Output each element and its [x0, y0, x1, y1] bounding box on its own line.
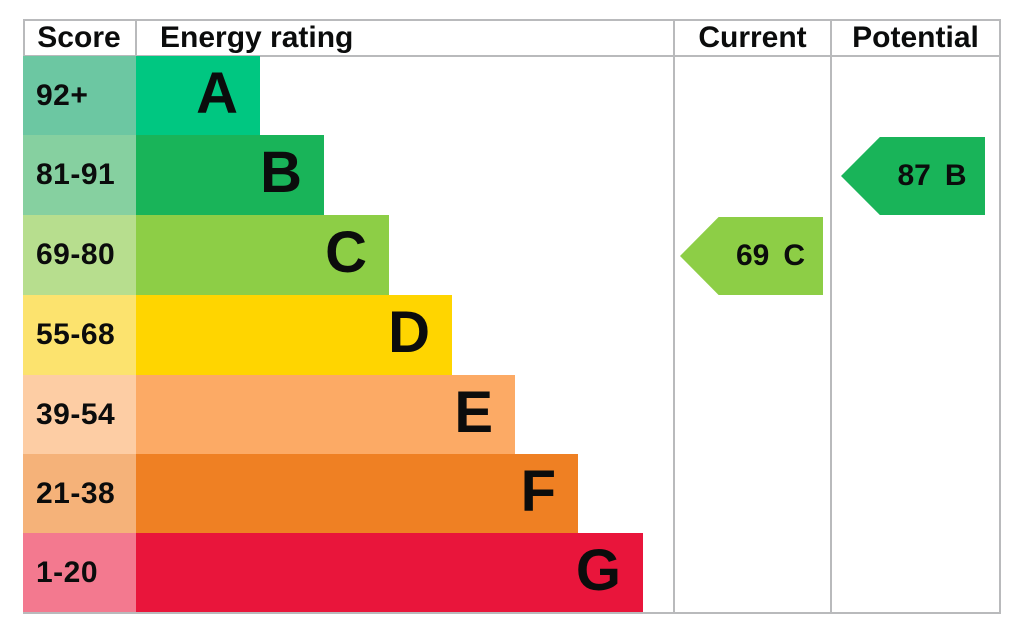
band-letter: C	[325, 220, 367, 285]
header-divider	[23, 55, 1001, 57]
potential-column-divider	[830, 19, 832, 614]
potential-rating-letter: B	[944, 159, 967, 192]
band-letter: D	[388, 300, 430, 365]
band-letter: G	[575, 537, 621, 603]
score-range: 92+	[23, 56, 136, 135]
band-letter: F	[520, 458, 556, 524]
current-rating-value: 69	[735, 239, 770, 272]
score-range: 1-20	[23, 533, 136, 612]
table-right-border	[999, 19, 1001, 614]
rating-bar: F	[136, 454, 578, 533]
score-column-divider	[135, 19, 137, 57]
current-column-divider	[673, 19, 675, 614]
score-range: 21-38	[23, 454, 136, 533]
rating-bar: D	[136, 295, 452, 375]
current-header: Current	[698, 21, 807, 54]
rating-bar: G	[136, 533, 643, 612]
potential-header: Potential	[852, 21, 979, 54]
band-letter: A	[196, 60, 238, 126]
rating-bar: E	[136, 375, 515, 454]
energy-rating-header: Energy rating	[160, 21, 354, 54]
score-header: Score	[37, 21, 121, 54]
score-range: 39-54	[23, 375, 136, 454]
table-bottom-border	[23, 612, 1001, 614]
rating-bar: A	[136, 56, 260, 135]
band-letter: E	[454, 379, 493, 445]
header-left-border	[23, 19, 25, 57]
score-range: 55-68	[23, 295, 136, 375]
potential-rating-arrow: 87 B	[841, 137, 985, 215]
current-rating-arrow: 69 C	[680, 217, 823, 295]
score-range: 69-80	[23, 215, 136, 295]
table-top-border	[23, 19, 1001, 21]
rating-bar: C	[136, 215, 389, 295]
rating-bar: B	[136, 135, 324, 215]
potential-rating-value: 87	[897, 159, 931, 192]
score-range: 81-91	[23, 135, 136, 215]
band-letter: B	[260, 140, 302, 205]
current-rating-letter: C	[783, 239, 806, 272]
